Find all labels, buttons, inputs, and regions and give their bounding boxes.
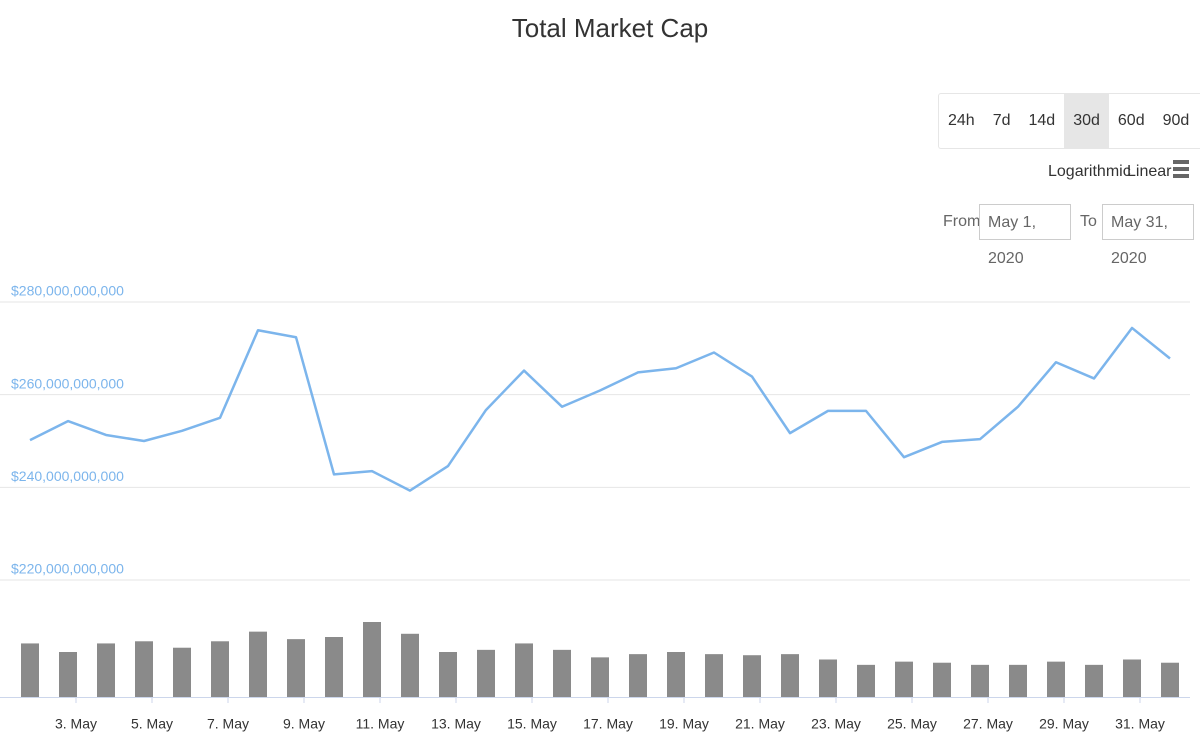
x-tick-label: 9. May	[283, 716, 325, 732]
volume-bar	[705, 654, 723, 697]
x-tick-label: 11. May	[356, 716, 405, 732]
volume-bar	[857, 664, 875, 697]
y-tick-label: $220,000,000,000	[11, 561, 124, 577]
volume-bar	[515, 643, 533, 697]
volume-bar	[1123, 659, 1141, 697]
y-tick-label: $280,000,000,000	[11, 283, 124, 299]
volume-bar	[781, 654, 799, 697]
volume-bar	[895, 661, 913, 697]
x-tick-label: 5. May	[131, 716, 173, 732]
range-button[interactable]: 30d	[1064, 94, 1109, 148]
volume-bar	[591, 657, 609, 697]
volume-bar	[933, 662, 951, 697]
volume-bar	[325, 637, 343, 697]
menu-icon[interactable]	[1173, 158, 1189, 182]
log-button[interactable]: Logarithmic	[1048, 163, 1131, 180]
y-tick-label: $240,000,000,000	[11, 468, 124, 484]
range-selector: 24h7d14d30d60d90dMax	[938, 93, 1200, 149]
x-tick-label: 17. May	[583, 716, 633, 732]
x-tick-label: 31. May	[1115, 716, 1165, 732]
x-tick-label: 29. May	[1039, 716, 1089, 732]
volume-bar	[21, 643, 39, 697]
y-tick-label: $260,000,000,000	[11, 375, 124, 391]
volume-bar	[401, 633, 419, 697]
volume-bar	[1047, 661, 1065, 697]
range-button[interactable]: 7d	[992, 112, 1011, 129]
from-input[interactable]: May 1, 2020	[979, 204, 1071, 267]
x-tick-label: 19. May	[659, 716, 709, 732]
volume-bar	[819, 659, 837, 697]
chart-title: Total Market Cap	[512, 13, 709, 43]
x-tick-label: 13. May	[431, 716, 481, 732]
to-input[interactable]: May 31, 2020	[1102, 204, 1194, 267]
range-button[interactable]: 14d	[1028, 112, 1056, 129]
volume-bar	[629, 654, 647, 697]
volume-bar	[249, 631, 267, 697]
volume-bar	[1009, 664, 1027, 697]
linear-button[interactable]: Linear	[1127, 163, 1172, 180]
volume-bar	[97, 643, 115, 697]
x-tick-label: 27. May	[963, 716, 1013, 732]
volume-bar	[477, 649, 495, 697]
volume-bar	[553, 649, 571, 697]
range-button[interactable]: 90d	[1162, 112, 1190, 129]
x-tick-label: 7. May	[207, 716, 249, 732]
from-label: From	[943, 213, 981, 230]
volume-bar	[743, 655, 761, 697]
x-tick-label: 23. May	[811, 716, 861, 732]
volume-bar	[971, 664, 989, 697]
volume-bar	[1161, 662, 1179, 697]
range-button[interactable]: 60d	[1117, 112, 1145, 129]
to-label: To	[1080, 213, 1097, 230]
x-tick-label: 3. May	[55, 716, 97, 732]
market-cap-line	[29, 326, 1171, 492]
volume-bar	[1085, 664, 1103, 697]
volume-bar	[211, 641, 229, 697]
volume-bar	[287, 639, 305, 697]
volume-bar	[173, 647, 191, 697]
x-tick-label: 21. May	[735, 716, 785, 732]
volume-bar	[363, 622, 381, 697]
volume-bar	[439, 652, 457, 697]
volume-bar	[667, 652, 685, 697]
x-tick-label: 25. May	[887, 716, 937, 732]
volume-bar	[59, 652, 77, 697]
x-tick-label: 15. May	[507, 716, 557, 732]
volume-bar	[135, 641, 153, 697]
range-button[interactable]: 24h	[948, 112, 975, 129]
